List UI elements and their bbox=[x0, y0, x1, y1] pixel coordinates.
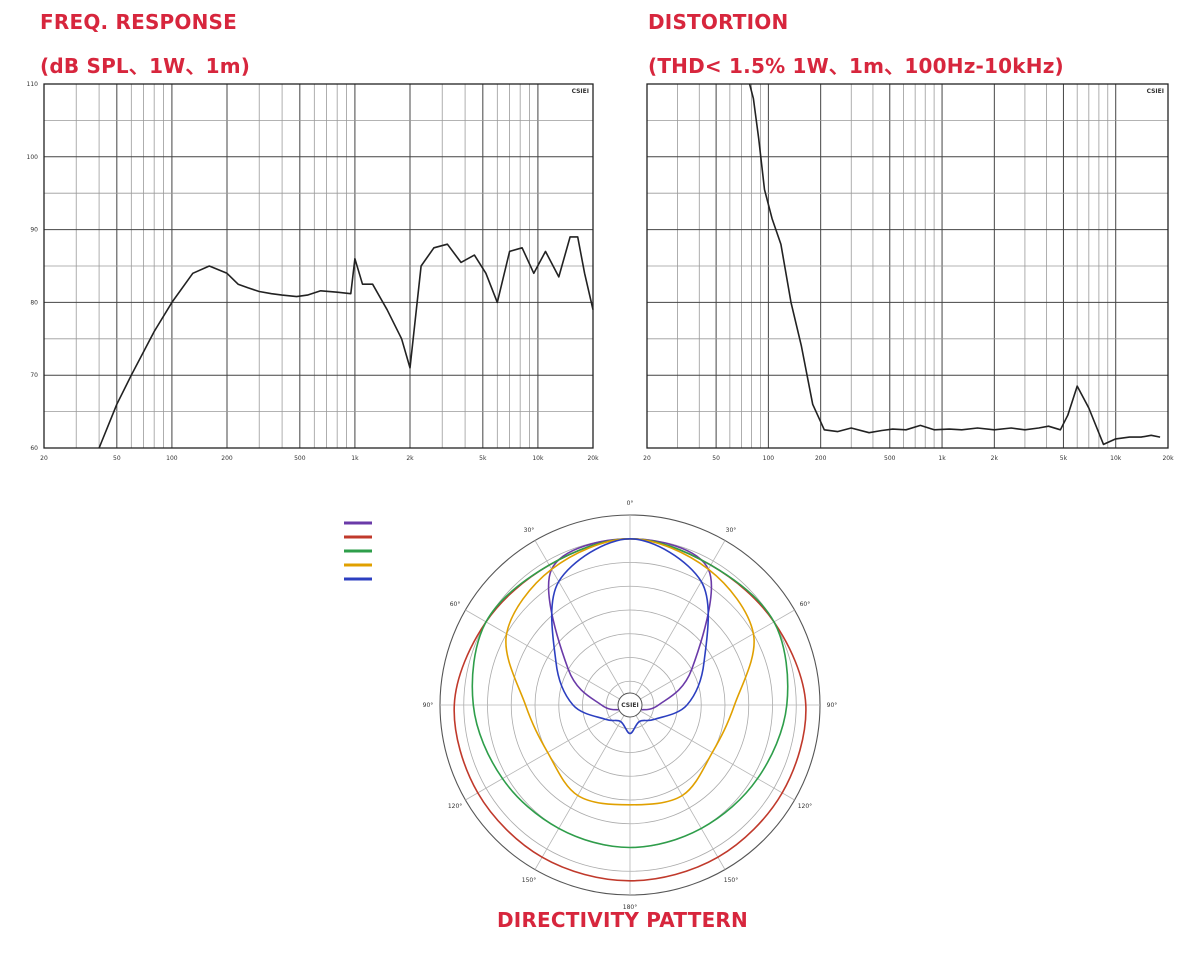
polar-spoke bbox=[534, 540, 631, 706]
x-tick-label: 1k bbox=[938, 455, 946, 462]
polar-angle-label: 120° bbox=[798, 803, 812, 810]
polar-spoke bbox=[465, 609, 631, 706]
x-tick-label: 5k bbox=[479, 455, 487, 462]
polar-spoke bbox=[629, 704, 726, 870]
polar-series-line bbox=[505, 537, 755, 806]
x-tick-label: 50 bbox=[712, 455, 720, 462]
chart-badge: CSIEI bbox=[572, 88, 589, 95]
x-tick-label: 2k bbox=[406, 455, 414, 462]
polar-angle-label: 150° bbox=[724, 877, 738, 884]
plot-frame bbox=[646, 83, 1169, 449]
x-tick-label: 200 bbox=[815, 455, 827, 462]
x-tick-label: 500 bbox=[884, 455, 896, 462]
x-tick-label: 500 bbox=[294, 455, 306, 462]
data-line bbox=[748, 83, 1161, 446]
directivity-polar-chart: 0° 30° 60° 90° 120° 150° 180° 150° 120° 90° 60° 30°… bbox=[344, 500, 838, 911]
freq-response-title: FREQ. RESPONSE bbox=[40, 10, 238, 34]
polar-spoke bbox=[629, 540, 726, 706]
polar-angle-label: 150° bbox=[522, 877, 536, 884]
polar-angle-label: 180° bbox=[623, 904, 637, 911]
chart-badge: CSIEI bbox=[1147, 88, 1164, 95]
x-tick-label: 100 bbox=[166, 455, 178, 462]
x-tick-label: 10k bbox=[532, 455, 544, 462]
y-tick-label: 80 bbox=[30, 299, 38, 306]
polar-spoke bbox=[629, 609, 795, 706]
polar-angle-label: 30° bbox=[726, 527, 737, 534]
polar-series-line bbox=[550, 537, 710, 735]
x-tick-label: 2k bbox=[991, 455, 999, 462]
y-tick-label: 70 bbox=[30, 372, 38, 379]
polar-angle-label: 60° bbox=[450, 601, 461, 608]
x-tick-label: 20 bbox=[643, 455, 651, 462]
y-tick-label: 100 bbox=[27, 154, 39, 161]
polar-angle-label: 120° bbox=[448, 803, 462, 810]
x-tick-label: 5k bbox=[1060, 455, 1068, 462]
x-tick-label: 200 bbox=[221, 455, 233, 462]
polar-angle-label: 0° bbox=[627, 500, 634, 507]
polar-spoke bbox=[534, 704, 631, 870]
distortion-chart: 20 50 100 200 500 1k 2k 5k 10k 20k CSIEI bbox=[643, 83, 1174, 462]
y-tick-label: 90 bbox=[30, 227, 38, 234]
polar-angle-label: 30° bbox=[524, 527, 535, 534]
x-tick-label: 10k bbox=[1110, 455, 1122, 462]
plot-frame bbox=[43, 83, 594, 449]
frequency-response-chart: 20 50 100 200 500 1k 2k 5k 10k 20k 60 70 80 90 100 110 C… bbox=[27, 81, 600, 462]
x-tick-label: 20k bbox=[1162, 455, 1174, 462]
distortion-title: DISTORTION bbox=[648, 10, 789, 34]
freq-response-subtitle: (dB SPL、1W、1m) bbox=[40, 54, 251, 78]
x-tick-label: 20k bbox=[587, 455, 599, 462]
y-tick-label: 110 bbox=[27, 81, 39, 88]
polar-center-disc bbox=[617, 692, 643, 718]
x-tick-label: 100 bbox=[763, 455, 775, 462]
polar-angle-label: 90° bbox=[827, 702, 838, 709]
polar-center-badge: CSIEI bbox=[621, 702, 638, 709]
x-tick-label: 1k bbox=[351, 455, 359, 462]
x-tick-label: 50 bbox=[113, 455, 121, 462]
data-line bbox=[98, 236, 594, 449]
y-tick-label: 60 bbox=[30, 445, 38, 452]
directivity-title: DIRECTIVITY PATTERN bbox=[497, 908, 748, 932]
polar-angle-label: 60° bbox=[800, 601, 811, 608]
polar-angle-label: 90° bbox=[423, 702, 434, 709]
distortion-subtitle: (THD< 1.5% 1W、1m、100Hz-10kHz) bbox=[648, 54, 1064, 78]
polar-series-line bbox=[471, 537, 789, 849]
x-tick-label: 20 bbox=[40, 455, 48, 462]
